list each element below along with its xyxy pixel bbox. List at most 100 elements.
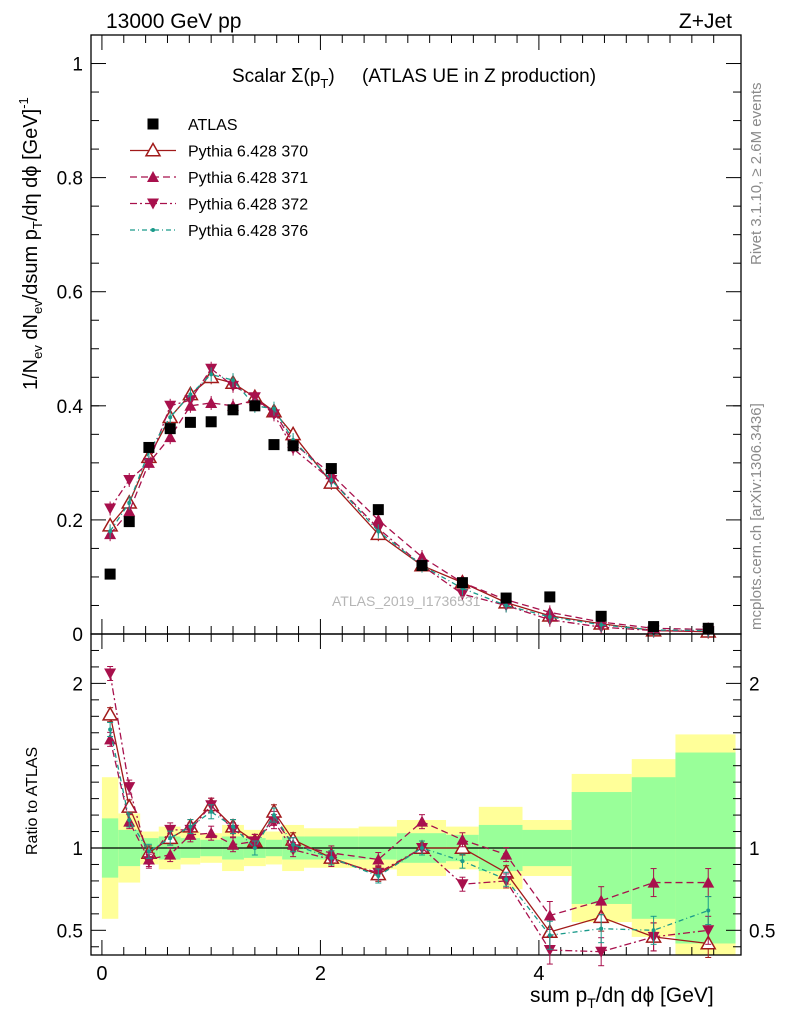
point-p371: [205, 396, 218, 408]
y-tick-label: 0.2: [57, 511, 83, 532]
ratio-point-p376: [188, 824, 193, 829]
ratio-point-p376: [291, 842, 296, 847]
ratio-point-p376: [547, 933, 552, 938]
y-tick-label: 0.8: [57, 169, 83, 190]
ratio-point-p376: [376, 873, 381, 878]
ratio-point-p371: [205, 827, 218, 839]
main-panel: 0 0.2 0.4 0.6 0.8 1: [57, 34, 742, 646]
point-data: [456, 577, 468, 589]
ratio-point-p376: [599, 926, 604, 931]
legend: ATLAS Pythia 6.428 370 Pythia 6.428 371 Pyt…: [130, 117, 308, 240]
point-data: [702, 622, 714, 634]
x-tick-label: 0: [96, 963, 107, 985]
point-p372: [104, 503, 117, 515]
ratio-point-p370: [120, 798, 138, 813]
ratio-point-p371: [702, 876, 715, 888]
ratio-point-p371: [416, 815, 429, 827]
ratio-point-p376: [271, 813, 276, 818]
point-p372: [164, 400, 177, 412]
ratio-point-p372: [702, 925, 715, 937]
ratio-point-p371: [372, 853, 385, 865]
legend-marker-p372: [147, 198, 159, 210]
point-p372: [123, 474, 136, 486]
plot-title: Scalar Σ(pT) (ATLAS UE in Z production): [232, 65, 596, 91]
legend-label-data: ATLAS: [188, 117, 238, 134]
ratio-point-p376: [127, 818, 132, 823]
point-p376: [231, 378, 236, 383]
point-data: [205, 416, 217, 428]
legend-label-p370: Pythia 6.428 370: [188, 144, 308, 161]
point-p371: [123, 505, 136, 517]
point-p376: [329, 477, 334, 482]
point-p371: [372, 513, 385, 525]
point-data: [227, 404, 239, 416]
point-data: [164, 423, 176, 435]
ratio-point-p376: [231, 824, 236, 829]
point-p376: [127, 500, 132, 505]
y-tick-label: 0.4: [57, 397, 84, 418]
point-data: [416, 560, 428, 572]
legend-marker-data: [147, 118, 159, 130]
svg-text:1/Nev dNev/dsum pT/dη dϕ [GeV]: 1/Nev dNev/dsum pT/dη dϕ [GeV]-1: [16, 97, 45, 390]
legend-label-p376: Pythia 6.428 376: [188, 223, 308, 240]
rivet-label: Rivet 3.1.10, ≥ 2.6M events: [748, 83, 765, 266]
ratio-point-p370: [101, 706, 119, 721]
ratio-point-p371: [647, 876, 660, 888]
point-p376: [376, 529, 381, 534]
point-p376: [168, 415, 173, 420]
ratio-point-p376: [146, 849, 151, 854]
svg-text:sum pT/dη dϕ [GeV]: sum pT/dη dϕ [GeV]: [530, 984, 714, 1011]
point-data: [595, 610, 607, 622]
ratio-point-p372: [543, 945, 556, 957]
ratio-point-p376: [460, 859, 465, 864]
header-right-label: Z+Jet: [679, 10, 732, 33]
point-p371: [164, 431, 177, 443]
point-p371: [416, 550, 429, 562]
ratio-tick-label: 0.5: [57, 921, 83, 942]
point-data: [104, 568, 116, 580]
ratio-point-p376: [420, 846, 425, 850]
ratio-point-p372: [456, 879, 469, 891]
svg-text:Scalar Σ(pT): Scalar Σ(pT): [232, 65, 335, 91]
ratio-frame: [90, 633, 742, 956]
ratio-tick-label: 1: [72, 839, 83, 860]
point-p376: [599, 622, 604, 627]
point-data: [287, 440, 299, 452]
y-tick-label: 1: [72, 55, 83, 76]
ratio-panel: 0 2 4 0.5 0.5 1 1 2 2: [57, 633, 775, 985]
legend-marker-p370: [144, 141, 162, 157]
point-p376: [108, 529, 113, 534]
point-p376: [271, 406, 276, 411]
ratio-point-p372: [104, 668, 117, 680]
ratio-point-p371: [227, 838, 240, 850]
ratio-point-p372: [164, 824, 177, 836]
point-p376: [209, 372, 214, 377]
legend-label-p371: Pythia 6.428 371: [188, 170, 308, 187]
point-data: [544, 591, 556, 603]
point-p372: [142, 457, 155, 469]
point-data: [249, 400, 261, 412]
ratio-point-p371: [164, 848, 177, 860]
ratio-tick-label-right: 0.5: [749, 921, 775, 942]
ratio-point-p376: [504, 877, 509, 882]
mcplots-label: mcplots.cern.ch [arXiv:1306.3436]: [748, 403, 765, 630]
ratio-point-p376: [651, 928, 656, 933]
x-tick-label: 4: [533, 963, 544, 985]
ratio-y-axis-label: Ratio to ATLAS: [24, 747, 41, 855]
point-data: [648, 621, 660, 633]
ratio-tick-label-right: 2: [749, 674, 760, 695]
ratio-tick-label: 2: [72, 674, 83, 695]
point-data: [143, 441, 155, 453]
main-y-axis-label: 1/Nev dNev/dsum pT/dη dϕ [GeV]-1: [16, 97, 45, 390]
ratio-point-p372: [142, 856, 155, 868]
legend-label-p372: Pythia 6.428 372: [188, 197, 308, 214]
legend-marker-p371: [147, 171, 159, 182]
ratio-point-p376: [252, 846, 257, 850]
ratio-point-p376: [209, 809, 214, 814]
point-data: [372, 504, 384, 516]
x-axis-label: sum pT/dη dϕ [GeV]: [530, 984, 714, 1011]
point-data: [268, 439, 280, 451]
header-left-label: 13000 GeV pp: [106, 10, 241, 33]
point-data: [184, 416, 196, 428]
x-tick-label: 2: [315, 963, 326, 985]
